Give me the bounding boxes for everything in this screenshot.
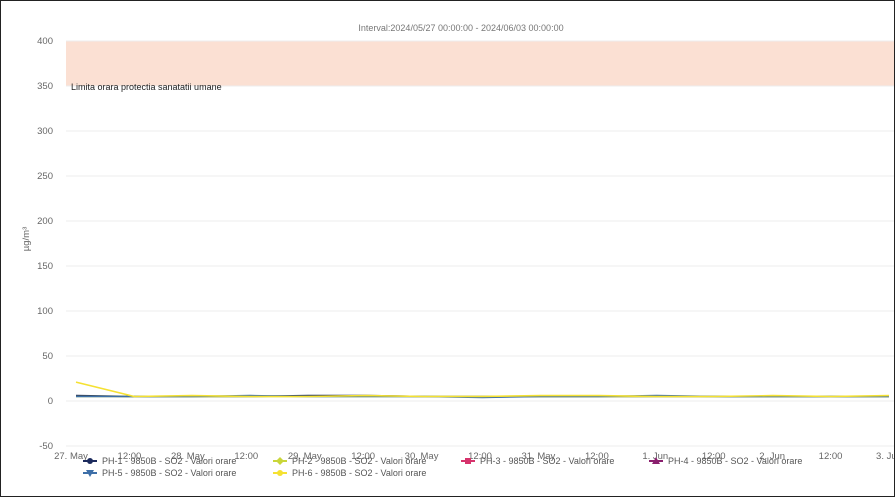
x-tick-label: 2. Jun bbox=[759, 451, 785, 462]
x-tick-label: 28. May bbox=[171, 451, 205, 462]
legend-marker bbox=[276, 457, 284, 465]
x-tick-label: 30. May bbox=[405, 451, 439, 462]
legend-label: PH-5 - 9850B - SO2 - Valori orare bbox=[102, 468, 236, 478]
legend-item[interactable]: PH-4 - 9850B - SO2 - Valori orare bbox=[649, 456, 802, 466]
legend-label: PH-1 - 9850B - SO2 - Valori orare bbox=[102, 456, 236, 466]
x-tick-label: 12:00 bbox=[351, 451, 375, 462]
legend-label: PH-4 - 9850B - SO2 - Valori orare bbox=[668, 456, 802, 466]
x-tick-label: 12:00 bbox=[702, 451, 726, 462]
legend-item[interactable]: PH-3 - 9850B - SO2 - Valori orare bbox=[461, 456, 614, 466]
y-tick-label: 50 bbox=[42, 351, 53, 362]
x-tick-label: 12:00 bbox=[819, 451, 843, 462]
band-label: Limita orara protectia sanatatii umane bbox=[71, 82, 222, 92]
y-tick-label: 400 bbox=[37, 36, 53, 47]
x-tick-label: 31. May bbox=[522, 451, 556, 462]
legend-item[interactable]: PH-5 - 9850B - SO2 - Valori orare bbox=[83, 468, 236, 478]
legend-item[interactable]: PH-1 - 9850B - SO2 - Valori orare bbox=[83, 456, 236, 466]
y-tick-label: 150 bbox=[37, 261, 53, 272]
legend-item[interactable]: PH-2 - 9850B - SO2 - Valori orare bbox=[273, 456, 426, 466]
chart-title: Interval:2024/05/27 00:00:00 - 2024/06/0… bbox=[358, 23, 563, 33]
legend-item[interactable]: PH-6 - 9850B - SO2 - Valori orare bbox=[273, 468, 426, 478]
legend-label: PH-6 - 9850B - SO2 - Valori orare bbox=[292, 468, 426, 478]
x-tick-label: 3. Jun bbox=[876, 451, 894, 462]
legend-label: PH-2 - 9850B - SO2 - Valori orare bbox=[292, 456, 426, 466]
y-tick-label: 0 bbox=[48, 396, 53, 407]
y-tick-label: -50 bbox=[39, 441, 53, 452]
y-tick-label: 100 bbox=[37, 306, 53, 317]
x-tick-label: 27. May bbox=[54, 451, 88, 462]
y-tick-label: 250 bbox=[37, 171, 53, 182]
y-axis-label: µg/m³ bbox=[21, 227, 32, 251]
y-tick-label: 200 bbox=[37, 216, 53, 227]
legend-label: PH-3 - 9850B - SO2 - Valori orare bbox=[480, 456, 614, 466]
y-tick-label: 350 bbox=[37, 81, 53, 92]
legend-marker bbox=[277, 470, 283, 476]
legend-marker bbox=[87, 458, 93, 464]
x-tick-label: 12:00 bbox=[468, 451, 492, 462]
x-tick-label: 12:00 bbox=[234, 451, 258, 462]
series-line bbox=[75, 381, 890, 398]
x-tick-label: 12:00 bbox=[585, 451, 609, 462]
x-tick-label: 12:00 bbox=[118, 451, 142, 462]
y-tick-label: 300 bbox=[37, 126, 53, 137]
legend-marker bbox=[465, 458, 471, 464]
legend-marker bbox=[86, 470, 94, 477]
x-tick-label: 1. Jun bbox=[642, 451, 668, 462]
legend-marker bbox=[652, 457, 660, 464]
x-tick-label: 29. May bbox=[288, 451, 322, 462]
plot-band bbox=[66, 41, 894, 86]
